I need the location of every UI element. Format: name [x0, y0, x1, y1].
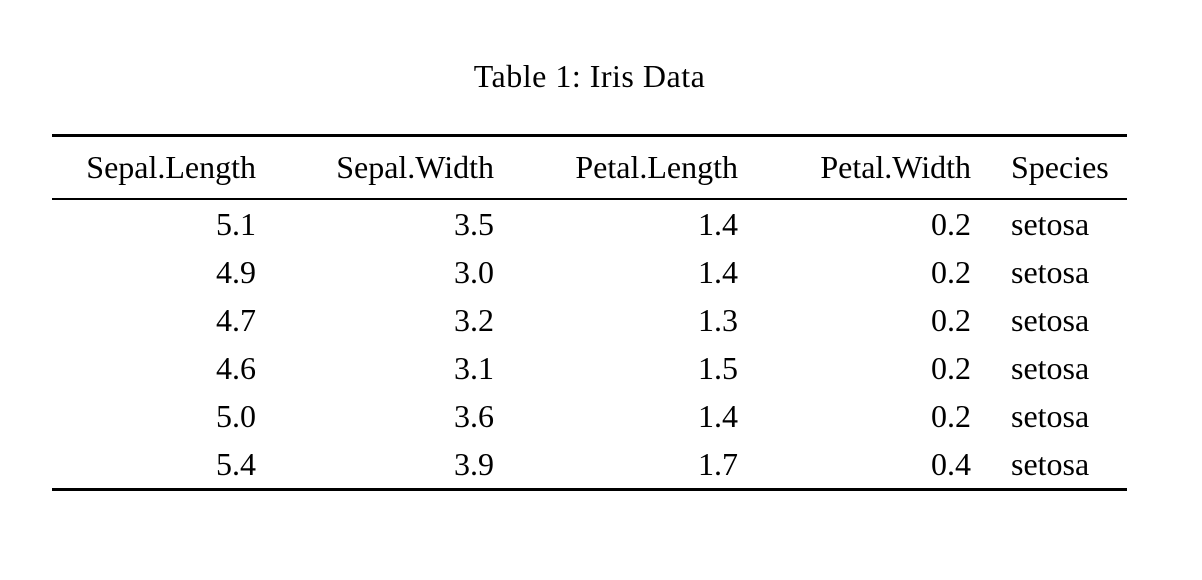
cell-petal-width: 0.2	[931, 397, 971, 434]
cell-sepal-length: 4.9	[216, 253, 256, 290]
cell-petal-length: 1.5	[698, 349, 738, 386]
table-row: 5.1 3.5 1.4 0.2 setosa	[52, 199, 1127, 248]
cell-sepal-length: 5.4	[216, 445, 256, 482]
cell-sepal-width: 3.2	[454, 301, 494, 338]
column-header-petal-width: Petal.Width	[820, 149, 971, 185]
cell-sepal-width: 3.9	[454, 445, 494, 482]
cell-petal-length: 1.3	[698, 301, 738, 338]
cell-sepal-width: 3.0	[454, 253, 494, 290]
cell-petal-width: 0.2	[931, 301, 971, 338]
cell-species: setosa	[1011, 397, 1090, 434]
cell-petal-width: 0.2	[931, 253, 971, 290]
cell-sepal-width: 3.1	[454, 349, 494, 386]
cell-petal-width: 0.2	[931, 349, 971, 386]
cell-species: setosa	[1011, 253, 1090, 290]
column-header-species: Species	[1011, 149, 1109, 185]
table-row: 4.9 3.0 1.4 0.2 setosa	[52, 248, 1127, 296]
cell-species: setosa	[1011, 445, 1090, 482]
column-header-petal-length: Petal.Length	[575, 149, 738, 185]
cell-petal-length: 1.7	[698, 445, 738, 482]
cell-petal-length: 1.4	[698, 253, 738, 290]
cell-petal-width: 0.4	[931, 445, 971, 482]
table-row: 4.7 3.2 1.3 0.2 setosa	[52, 296, 1127, 344]
cell-petal-length: 1.4	[698, 397, 738, 434]
cell-sepal-length: 5.1	[216, 205, 256, 242]
table-row: 5.0 3.6 1.4 0.2 setosa	[52, 392, 1127, 440]
table-row: 4.6 3.1 1.5 0.2 setosa	[52, 344, 1127, 392]
cell-sepal-length: 4.6	[216, 349, 256, 386]
cell-species: setosa	[1011, 301, 1090, 338]
table-header-row: Sepal.Length Sepal.Width Petal.Length Pe…	[52, 136, 1127, 199]
cell-sepal-width: 3.6	[454, 397, 494, 434]
cell-species: setosa	[1011, 205, 1090, 242]
iris-data-table: Sepal.Length Sepal.Width Petal.Length Pe…	[52, 134, 1127, 491]
cell-sepal-width: 3.5	[454, 205, 494, 242]
table-caption: Table 1: Iris Data	[473, 58, 706, 94]
cell-petal-length: 1.4	[698, 205, 738, 242]
table-row: 5.4 3.9 1.7 0.4 setosa	[52, 440, 1127, 490]
cell-sepal-length: 4.7	[216, 301, 256, 338]
cell-petal-width: 0.2	[931, 205, 971, 242]
column-header-sepal-length: Sepal.Length	[86, 149, 256, 185]
cell-species: setosa	[1011, 349, 1090, 386]
column-header-sepal-width: Sepal.Width	[336, 149, 494, 185]
cell-sepal-length: 5.0	[216, 397, 256, 434]
